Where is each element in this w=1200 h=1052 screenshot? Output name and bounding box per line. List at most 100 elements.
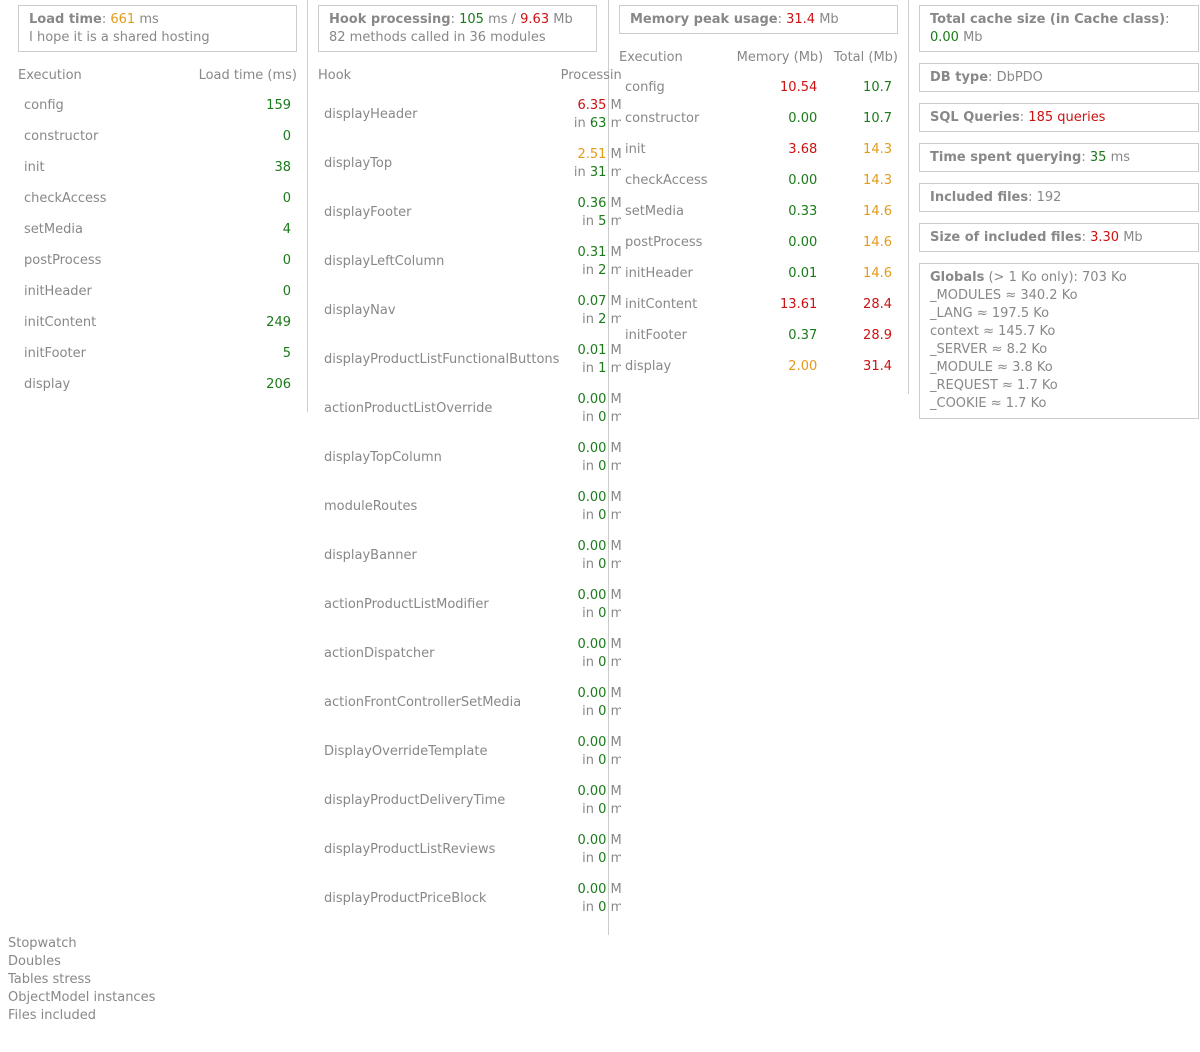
db-type-value: DbPDO	[996, 70, 1043, 85]
toggle-link[interactable]: Stopwatch	[8, 936, 77, 951]
hook-row-processing: 2.51 Mb in 31 ms	[560, 139, 621, 188]
globals-item: _SERVER ≈ 8.2 Ko	[930, 342, 1048, 357]
hook-row-processing: 0.00 Mbin 0 ms	[560, 580, 621, 629]
load-row-name: checkAccess	[24, 191, 107, 206]
hook-row-processing: 6.35 Mb in 63 ms	[560, 90, 621, 139]
globals-box: Globals (> 1 Ko only): 703 Ko _MODULES ≈…	[919, 263, 1199, 419]
globals-list: _MODULES ≈ 340.2 Ko _LANG ≈ 197.5 Ko conte…	[930, 287, 1188, 413]
hook-row-time: 2	[598, 311, 607, 327]
hook-row-time: 0	[598, 654, 607, 670]
load-table-header-load-time: Load time (ms)	[198, 68, 297, 83]
load-row-value: 159	[266, 98, 291, 113]
included-files-box: Included files: 192	[919, 183, 1199, 212]
hook-row-memory: 0.00	[577, 587, 607, 603]
hook-row-processing: 0.00 Mbin 0 ms	[560, 825, 621, 874]
load-time-unit: ms	[139, 12, 159, 27]
hook-row-in-label: in	[582, 605, 594, 621]
toggle-link[interactable]: ObjectModel instances	[8, 990, 156, 1005]
hook-row-processing: 0.07 Mbin 2 ms	[560, 286, 621, 335]
hook-processing-box: Hook processing: 105 ms / 9.63 Mb 82 met…	[318, 5, 597, 52]
toggle-link[interactable]: Tables stress	[8, 972, 91, 987]
load-time-label: Load time	[29, 12, 102, 27]
load-row-value: 0	[282, 253, 291, 268]
hook-row-in-label: in	[582, 262, 594, 278]
hook-row-time: 0	[598, 458, 607, 474]
hook-row-ms-unit: ms	[610, 458, 621, 474]
hook-row-ms-unit: ms	[610, 262, 621, 278]
hook-row-mb-unit: Mb	[610, 587, 621, 603]
hook-row-name: displayLeftColumn	[324, 254, 445, 269]
hook-row-memory: 0.00	[577, 538, 607, 554]
cache-size-label: Total cache size (in Cache class)	[930, 12, 1166, 27]
hook-table-row: displayFooter 0.36 Mbin 5 ms	[318, 188, 621, 237]
hook-row-time: 0	[598, 409, 607, 425]
memory-row-memory: 0.00	[788, 235, 818, 250]
hook-row-in-label: in	[582, 801, 594, 817]
memory-row-name: initFooter	[625, 328, 687, 343]
memory-row-total: 31.4	[863, 359, 892, 374]
memory-row-memory: 3.68	[788, 142, 818, 157]
hook-row-mb-unit: Mb	[610, 195, 621, 211]
memory-row-name: setMedia	[625, 204, 684, 219]
hook-table-row: actionFrontControllerSetMedia 0.00 Mbin 0…	[318, 678, 621, 727]
load-row-value: 38	[274, 160, 291, 175]
hook-table-row: displayNav 0.07 Mbin 2 ms	[318, 286, 621, 335]
toggle-link[interactable]: Doubles	[8, 954, 61, 969]
hook-row-memory: 0.00	[577, 685, 607, 701]
hook-row-processing: 0.00 Mbin 0 ms	[560, 678, 621, 727]
hook-row-memory: 0.31	[577, 244, 607, 260]
memory-row-memory: 0.01	[788, 266, 818, 281]
hook-row-time: 0	[598, 556, 607, 572]
hook-row-ms-unit: ms	[610, 899, 621, 915]
hook-processing-memory-unit: Mb	[553, 12, 573, 27]
time-querying-label: Time spent querying	[930, 150, 1082, 165]
hook-row-ms-unit: ms	[610, 409, 621, 425]
memory-row-memory: 0.37	[788, 328, 818, 343]
hook-row-mb-unit: Mb	[610, 489, 621, 505]
hook-row-memory: 0.00	[577, 783, 607, 799]
hook-row-mb-unit: Mb	[610, 440, 621, 456]
hook-row-in-label: in	[582, 458, 594, 474]
load-table-row: constructor 0	[18, 121, 297, 152]
hook-row-name: moduleRoutes	[324, 499, 418, 514]
toggle-link[interactable]: Files included	[8, 1008, 97, 1023]
load-time-value: 661	[110, 12, 136, 27]
load-time-comment: I hope it is a shared hosting	[29, 30, 210, 45]
globals-note: (> 1 Ko only): 703 Ko	[988, 270, 1127, 285]
hook-row-processing: 0.00 Mbin 0 ms	[560, 874, 621, 923]
included-size-label: Size of included files	[930, 230, 1082, 245]
memory-table-row: initContent 13.61 28.4	[619, 289, 898, 320]
hook-row-ms-unit: ms	[610, 507, 621, 523]
hook-row-name: actionFrontControllerSetMedia	[324, 695, 522, 710]
hook-table-row: moduleRoutes 0.00 Mbin 0 ms	[318, 482, 621, 531]
load-row-name: init	[24, 160, 45, 175]
memory-table-row: constructor 0.00 10.7	[619, 103, 898, 134]
hook-table-row: displayBanner 0.00 Mbin 0 ms	[318, 531, 621, 580]
memory-row-name: initHeader	[625, 266, 693, 281]
hook-row-name: displayProductDeliveryTime	[324, 793, 506, 808]
load-table-row: setMedia 4	[18, 214, 297, 245]
hook-table-row: displayProductListReviews 0.00 Mbin 0 ms	[318, 825, 621, 874]
globals-item: _MODULES ≈ 340.2 Ko	[930, 288, 1078, 303]
included-size-unit: Mb	[1123, 230, 1143, 245]
hook-row-mb-unit: Mb	[610, 538, 621, 554]
load-table-row: initFooter 5	[18, 338, 297, 369]
sql-queries-label: SQL Queries	[930, 110, 1020, 125]
sql-queries-value: 185 queries	[1028, 110, 1106, 125]
hook-row-time: 63	[589, 115, 607, 131]
load-table-row: config 159	[18, 90, 297, 121]
hook-row-name: actionProductListModifier	[324, 597, 489, 612]
hook-row-processing: 0.31 Mbin 2 ms	[560, 237, 621, 286]
memory-row-total: 14.3	[863, 173, 892, 188]
memory-table-header-total: Total (Mb)	[833, 50, 898, 65]
hook-processing-summary: 82 methods called in 36 modules	[329, 30, 546, 45]
hook-row-memory: 6.35	[577, 97, 607, 113]
load-row-name: initContent	[24, 315, 97, 330]
memory-table-row: initFooter 0.37 28.9	[619, 320, 898, 351]
hook-row-ms-unit: ms	[610, 850, 621, 866]
hook-row-in-label: in	[582, 703, 594, 719]
globals-item: _MODULE ≈ 3.8 Ko	[930, 360, 1053, 375]
memory-row-total: 14.6	[863, 204, 892, 219]
hook-row-name: displayFooter	[324, 205, 412, 220]
hook-row-ms-unit: ms	[610, 801, 621, 817]
